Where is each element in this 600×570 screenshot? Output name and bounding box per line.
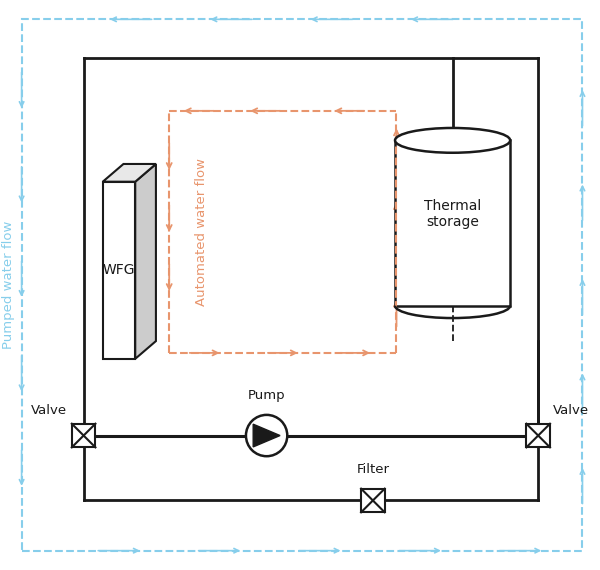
Text: Valve: Valve: [553, 404, 589, 417]
Text: Filter: Filter: [356, 463, 389, 476]
Text: WFG: WFG: [103, 263, 135, 277]
Bar: [72, 424, 95, 447]
Text: Valve: Valve: [31, 404, 67, 417]
Circle shape: [246, 415, 287, 456]
Text: Pump: Pump: [248, 389, 286, 402]
Polygon shape: [103, 182, 135, 359]
Text: Pumped water flow: Pumped water flow: [2, 221, 14, 349]
Ellipse shape: [395, 128, 510, 153]
Text: Thermal
storage: Thermal storage: [424, 199, 481, 229]
Polygon shape: [135, 164, 156, 359]
Bar: [395, 140, 510, 306]
Polygon shape: [103, 164, 156, 182]
Bar: [361, 488, 385, 512]
Bar: [526, 424, 550, 447]
Polygon shape: [253, 424, 280, 447]
Text: Automated water flow: Automated water flow: [195, 158, 208, 306]
